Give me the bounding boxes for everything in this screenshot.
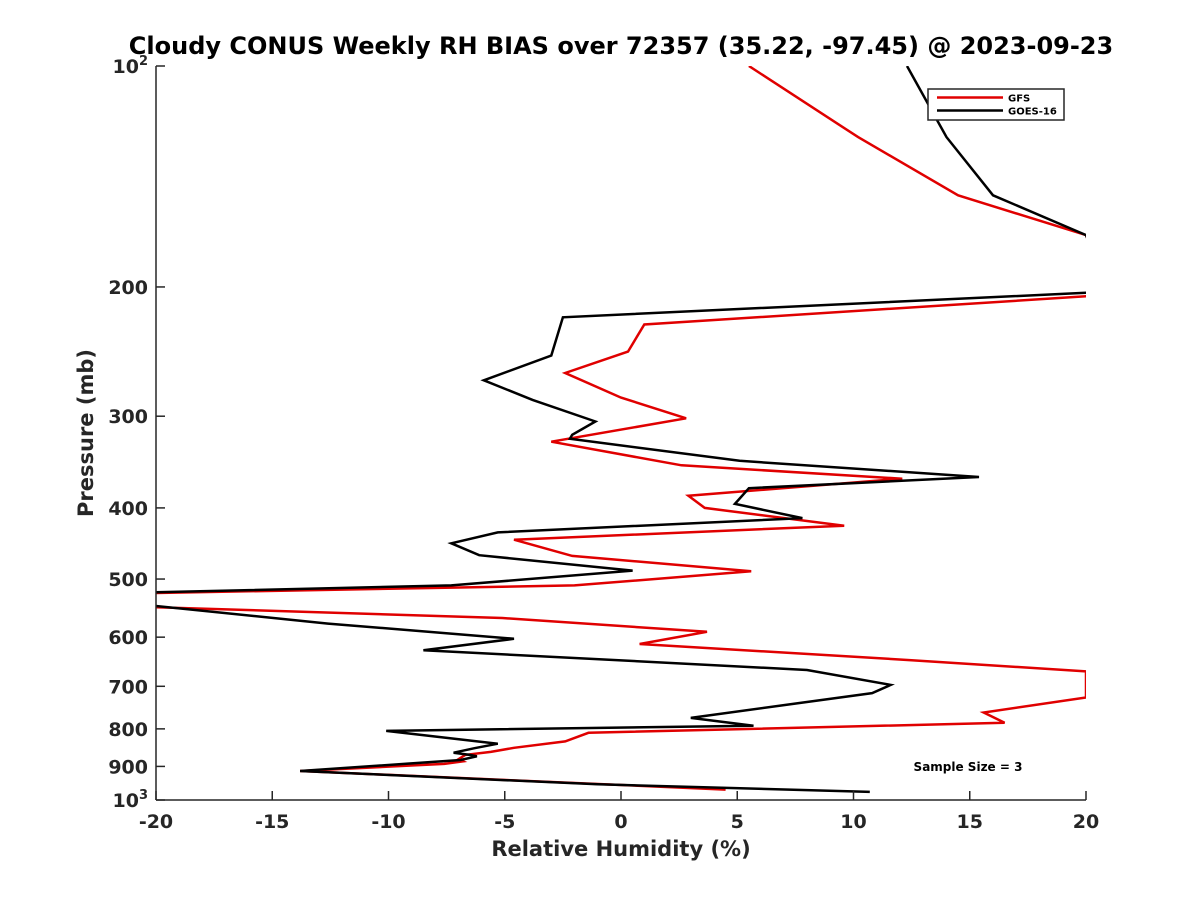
x-tick-label: 0 (614, 811, 627, 833)
x-tick-label: -10 (371, 811, 405, 833)
y-axis-label: Pressure (mb) (74, 349, 98, 517)
y-tick-label: 400 (108, 498, 148, 520)
legend-label-goes-16: GOES-16 (1008, 107, 1057, 118)
x-tick-label: 20 (1073, 811, 1099, 833)
legend: GFS GOES-16 (927, 88, 1065, 121)
y-tick-label: 300 (108, 406, 148, 428)
axes: -20 -15 -10 -5 0 5 10 15 20 102 200 300 400 500 600 700… (108, 54, 1099, 833)
y-tick-label: 700 (108, 676, 148, 698)
y-tick-label: 200 (108, 277, 148, 299)
x-axis-label: Relative Humidity (%) (491, 837, 750, 861)
x-tick-label: -15 (255, 811, 289, 833)
legend-box (927, 88, 1065, 121)
x-tick-label: 15 (957, 811, 983, 833)
y-tick-label: 900 (108, 756, 148, 778)
legend-label-gfs: GFS (1008, 94, 1030, 105)
y-tick-label: 600 (108, 627, 148, 649)
chart-title: Cloudy CONUS Weekly RH BIAS over 72357 (… (129, 32, 1113, 60)
x-tick-label: -5 (494, 811, 515, 833)
y-tick-label: 103 (113, 788, 149, 812)
y-tick-label: 102 (113, 54, 149, 78)
series-line-gfs (156, 66, 1086, 791)
y-tick-label: 800 (108, 719, 148, 741)
sample-size-annotation: Sample Size = 3 (914, 760, 1023, 774)
series-layer (156, 66, 1086, 794)
series-line-goes-16 (156, 66, 1086, 794)
x-tick-label: 5 (731, 811, 744, 833)
y-tick-label: 500 (108, 569, 148, 591)
x-tick-label: -20 (139, 811, 173, 833)
x-tick-label: 10 (840, 811, 866, 833)
